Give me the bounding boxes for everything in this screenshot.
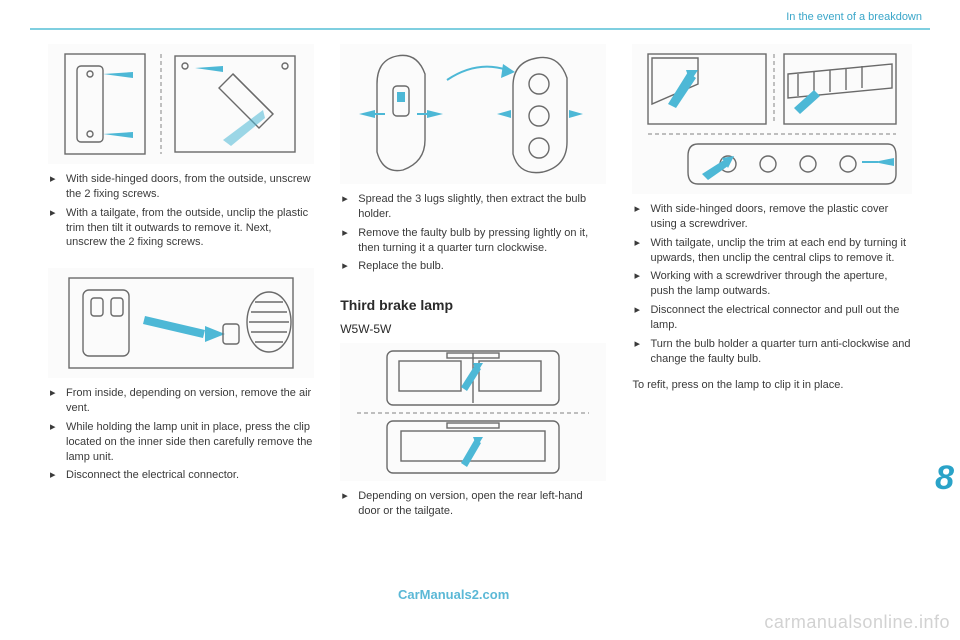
list-item: Disconnect the electrical connector and … [632,303,912,333]
list-item: With a tailgate, from the outside, uncli… [48,206,314,251]
list-item: Replace the bulb. [340,259,606,274]
section-title-third-brake: Third brake lamp [340,296,606,315]
list-item: Disconnect the electrical connector. [48,468,314,483]
list-item: With side-hinged doors, remove the plast… [632,202,912,232]
list-item: Turn the bulb holder a quarter turn anti… [632,337,912,367]
list-item: Remove the faulty bulb by pressing light… [340,226,606,256]
list-item: Spread the 3 lugs slightly, then extract… [340,192,606,222]
watermark-center: CarManuals2.com [398,586,509,604]
column-3: With side-hinged doors, remove the plast… [632,44,912,620]
bullets-rear-door: Depending on version, open the rear left… [340,489,606,523]
figure-lamp-removal [632,44,912,194]
figure-door-screws [48,44,314,164]
closing-text: To refit, press on the lamp to clip it i… [632,378,912,393]
bullets-bulb-holder: Spread the 3 lugs slightly, then extract… [340,192,606,278]
watermark-footer: carmanualsonline.info [764,610,950,634]
top-bar: In the event of a breakdown [30,12,930,30]
page: In the event of a breakdown [0,0,960,640]
list-item: From inside, depending on version, remov… [48,386,314,416]
bullets-lamp-removal: With side-hinged doors, remove the plast… [632,202,912,370]
list-item: Depending on version, open the rear left… [340,489,606,519]
columns: With side-hinged doors, from the outside… [48,44,912,620]
figure-rear-door [340,343,606,481]
column-1: With side-hinged doors, from the outside… [48,44,314,620]
list-item: With tailgate, unclip the trim at each e… [632,236,912,266]
chapter-number: 8 [935,456,954,502]
figure-air-vent [48,268,314,378]
bullets-door-screws: With side-hinged doors, from the outside… [48,172,314,254]
bullets-air-vent: From inside, depending on version, remov… [48,386,314,487]
list-item: Working with a screwdriver through the a… [632,269,912,299]
subheading-bulb-type: W5W-5W [340,321,606,337]
list-item: While holding the lamp unit in place, pr… [48,420,314,465]
breadcrumb: In the event of a breakdown [786,10,922,25]
list-item: With side-hinged doors, from the outside… [48,172,314,202]
column-2: Spread the 3 lugs slightly, then extract… [340,44,606,620]
figure-bulb-holder [340,44,606,184]
